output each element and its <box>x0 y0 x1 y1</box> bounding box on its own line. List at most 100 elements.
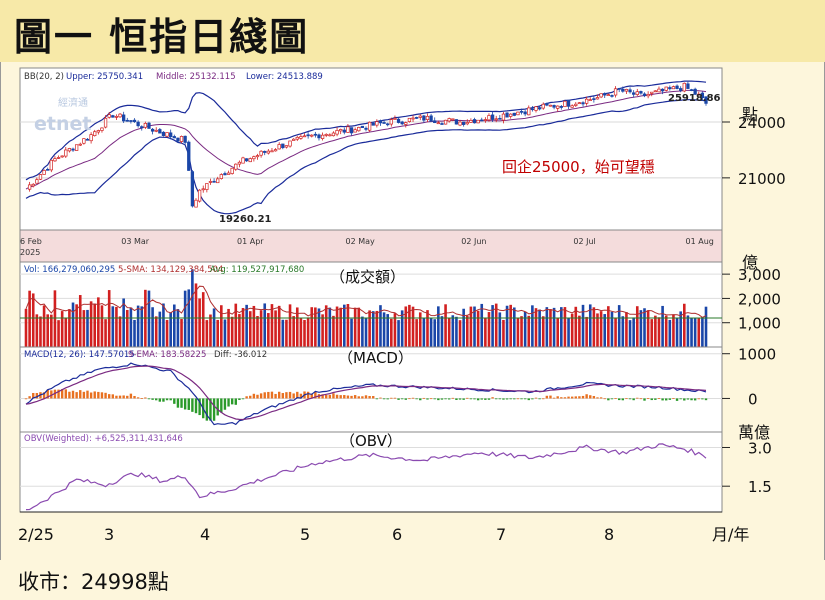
macd-histogram-bar <box>672 398 675 399</box>
candle-body <box>219 174 223 179</box>
macd-histogram-bar <box>299 393 303 399</box>
macd-histogram-bar <box>180 398 183 408</box>
candle-body <box>599 93 603 98</box>
candle-body <box>494 118 498 121</box>
candle-body <box>440 123 444 125</box>
candle-body <box>136 121 140 127</box>
macd-histogram-bar <box>411 397 415 399</box>
candle-body <box>161 131 166 136</box>
candle-body <box>534 106 538 111</box>
volume-bar <box>400 310 404 347</box>
page-title: 圖一 恒指日綫圖 <box>14 14 310 59</box>
candle-body <box>378 120 383 124</box>
macd-histogram-bar <box>111 394 115 399</box>
macd-histogram-bar <box>42 392 46 399</box>
volume-bar <box>502 319 505 347</box>
volume-bar <box>462 308 465 347</box>
macd-histogram-bar <box>567 396 570 399</box>
volume-bar <box>50 314 53 347</box>
volume-bar <box>223 319 227 347</box>
macd-histogram-bar <box>480 398 483 400</box>
candle-body <box>331 132 336 137</box>
macd-histogram-bar <box>82 391 86 399</box>
volume-bar <box>256 315 259 347</box>
macd-histogram-bar <box>140 398 143 399</box>
macd-histogram-bar <box>328 394 332 399</box>
volume-bar <box>241 308 245 347</box>
macd-histogram-bar <box>505 398 509 400</box>
candle-body <box>664 86 668 91</box>
macd-histogram-bar <box>523 398 527 400</box>
volume-bar <box>180 319 183 347</box>
macd-histogram-bar <box>194 398 198 414</box>
volume-bar <box>465 315 469 347</box>
volume-bar <box>350 318 353 347</box>
macd-histogram-bar <box>639 398 643 400</box>
volume-bar <box>53 290 57 347</box>
candle-body <box>537 107 542 110</box>
volume-bar <box>321 314 324 347</box>
candle-body <box>223 173 227 176</box>
candle-body <box>237 161 242 165</box>
macd-histogram-bar <box>520 398 523 400</box>
macd-signal-line <box>25 365 707 421</box>
volume-bar <box>422 317 426 347</box>
macd-histogram-bar <box>632 398 635 401</box>
macd-histogram-bar <box>581 395 585 399</box>
macd-histogram-bar <box>173 398 176 404</box>
macd-histogram-bar <box>614 398 617 400</box>
macd-panel-title: （MACD） <box>338 349 413 367</box>
candle-body <box>613 88 618 96</box>
candle-body <box>371 122 375 126</box>
macd-histogram-bar <box>444 398 447 400</box>
macd-histogram-bar <box>162 398 165 402</box>
volume-bar <box>42 305 46 347</box>
macd-histogram-bar <box>220 398 223 413</box>
macd-histogram-bar <box>607 398 610 401</box>
macd-histogram-bar <box>274 393 277 399</box>
macd-histogram-bar <box>636 397 639 399</box>
macd-histogram-bar <box>79 390 82 399</box>
candle-body <box>71 148 75 151</box>
macd-histogram-bar <box>386 398 389 400</box>
volume-bar <box>194 283 198 347</box>
candle-body <box>570 105 574 108</box>
volume-bar <box>151 307 154 347</box>
candle-body <box>67 148 72 152</box>
macd-histogram-bar <box>487 398 491 400</box>
volume-bar <box>133 319 136 347</box>
candle-body <box>49 159 53 171</box>
volume-bar <box>534 308 538 347</box>
volume-bar <box>158 311 162 347</box>
date-label: 6 Feb <box>20 237 42 246</box>
x-axis-label: 8 <box>604 525 614 544</box>
volume-bar <box>646 310 650 347</box>
macd-histogram-bar <box>437 398 440 401</box>
candle-body <box>443 119 448 125</box>
volume-bar <box>342 304 346 347</box>
macd-histogram-bar <box>364 395 368 399</box>
volume-bar <box>404 306 408 347</box>
macd-histogram-bar <box>136 397 140 399</box>
volume-bar <box>209 314 212 347</box>
volume-bar <box>227 308 230 347</box>
macd-histogram-bar <box>28 396 31 399</box>
candle-body <box>418 115 422 118</box>
macd-histogram-bar <box>216 398 219 416</box>
candle-body <box>302 135 307 138</box>
volume-bar <box>147 290 151 347</box>
candle-body <box>436 122 440 125</box>
volume-bar <box>433 319 437 347</box>
candle-body <box>650 91 654 94</box>
candle-body <box>501 113 506 121</box>
macd-histogram-bar <box>538 398 541 400</box>
low-label: 19260.21 <box>219 214 272 225</box>
macd-histogram-bar <box>473 398 476 400</box>
macd-histogram-bar <box>24 398 28 400</box>
macd-histogram-bar <box>187 398 190 410</box>
volume-avg-legend: Avg: 119,527,917,680 <box>210 265 304 275</box>
candle-body <box>679 88 683 91</box>
macd-histogram-bar <box>343 395 346 399</box>
macd-histogram-bar <box>350 395 353 399</box>
volume-tick-label: 2,000 <box>738 290 781 308</box>
